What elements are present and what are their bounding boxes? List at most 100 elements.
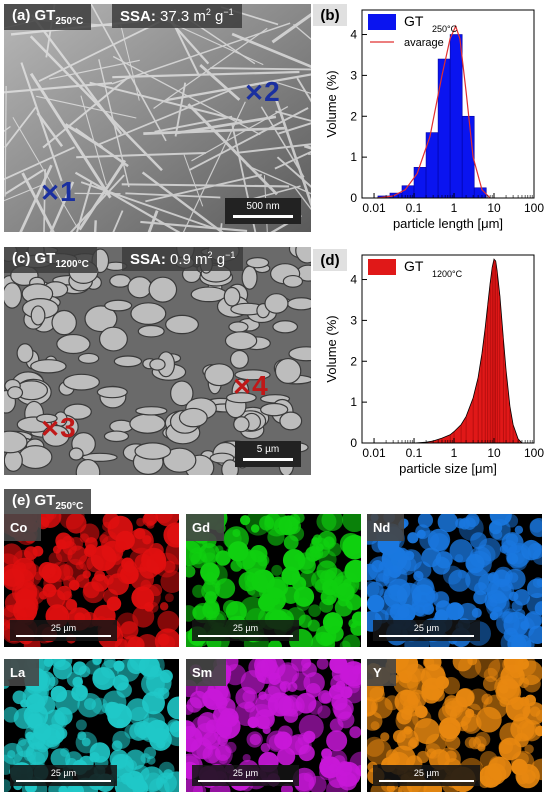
panel-c-letter: (c) (12, 250, 31, 267)
y-tick-label-3: 3 (350, 68, 357, 82)
panel-e-sample: GT (34, 492, 56, 509)
y-tick-label-4: 4 (350, 273, 357, 287)
marker-4: ✕4 (232, 370, 268, 401)
panel-a-ssa-exp: 2 (205, 7, 211, 17)
y-tick-label-2: 2 (350, 109, 357, 123)
x-tick-label-0: 0.01 (362, 446, 386, 460)
y-axis-label: Volume (%) (324, 70, 339, 137)
x-tick-label-1: 0.1 (406, 201, 423, 215)
y-tick-label-2: 2 (350, 354, 357, 368)
bar-5 (437, 58, 451, 199)
x-tick-label-4: 100 (524, 446, 544, 460)
marker-2: ✕2 (244, 76, 280, 107)
eds-element-label: La (4, 659, 40, 686)
x-axis-label: particle length [μm] (393, 216, 503, 231)
eds-scalebar: 25 µm (192, 765, 299, 786)
eds-scalebar: 25 µm (10, 765, 117, 786)
eds-map-gd: Gd 25 µm (186, 514, 361, 647)
panel-a-title: (a) GT250°C (4, 4, 92, 30)
x-tick-label-2: 1 (451, 201, 458, 215)
panel-letter: (b) (320, 7, 339, 24)
size-distribution (413, 258, 523, 444)
panel-c-ssa-unit-exp: −1 (225, 250, 236, 260)
panel-a-temp: 250°C (55, 16, 84, 27)
eds-element-label: Y (367, 659, 396, 686)
eds-texture (367, 514, 542, 647)
cross-icon: ✕ (40, 180, 61, 207)
x-axis-label: particle size [μm] (399, 461, 497, 476)
panel-a-ssa: SSA: 37.3 m2 g−1 (112, 4, 242, 28)
average-line (377, 24, 491, 199)
x-tick-label-2: 1 (451, 446, 458, 460)
panel-e-title: (e) GT250°C (4, 489, 92, 515)
panel-c-temp: 1200°C (55, 259, 89, 270)
x-tick-label-3: 10 (487, 201, 501, 215)
eds-map-y: Y 25 µm (367, 659, 542, 792)
y-tick-label-0: 0 (350, 436, 357, 450)
scalebar-c: 5 µm (235, 441, 301, 467)
eds-scalebar: 25 µm (373, 620, 480, 641)
eds-scalebar: 25 µm (10, 620, 117, 641)
y-axis-label: Volume (%) (324, 315, 339, 382)
eds-scalebar: 25 µm (192, 620, 299, 641)
panel-a-ssa-label: SSA: (120, 8, 156, 25)
eds-scalebar: 25 µm (373, 765, 480, 786)
panel-letter: (d) (320, 252, 339, 269)
eds-element-label: Co (4, 514, 42, 541)
bar-3 (413, 167, 427, 199)
legend-line-label: avarage (404, 37, 444, 49)
legend-label: GT (404, 13, 424, 29)
panel-a-ssa-value: 37.3 m (160, 8, 206, 25)
cross-icon: ✕ (244, 80, 265, 107)
bar-7 (461, 115, 475, 199)
y-tick-label-3: 3 (350, 313, 357, 327)
bar-1 (389, 192, 403, 199)
y-tick-label-1: 1 (350, 395, 357, 409)
marker-1: ✕1 (40, 176, 76, 207)
panel-a-letter: (a) (12, 7, 31, 24)
legend-swatch (368, 14, 396, 30)
sem-image-a: (a) GT250°C SSA: 37.3 m2 g−1 ✕1 ✕2 500 n… (4, 4, 311, 232)
y-tick-label-4: 4 (350, 28, 357, 42)
eds-element-label: Nd (367, 514, 405, 541)
eds-map-sm: Sm 25 µm (186, 659, 361, 792)
eds-map-la: La 25 µm (4, 659, 179, 792)
panel-letter-bg (313, 249, 347, 271)
marker-3: ✕3 (40, 412, 76, 443)
x-tick-label-1: 0.1 (406, 446, 423, 460)
panel-c-ssa-label: SSA: (130, 251, 166, 268)
x-tick-label-0: 0.01 (362, 201, 386, 215)
panel-c-ssa-exp: 2 (207, 250, 213, 260)
panel-c-sample: GT (34, 250, 56, 267)
panel-letter-bg (313, 4, 347, 26)
panel-c-ssa: SSA: 0.9 m2 g−1 (122, 247, 244, 271)
panel-e-letter: (e) (12, 492, 31, 509)
panel-c-ssa-unit: g (212, 251, 226, 268)
panel-c-ssa-value: 0.9 m (170, 251, 208, 268)
panel-a-ssa-unit-exp: −1 (223, 7, 234, 17)
legend-label: GT (404, 258, 424, 274)
legend-swatch (368, 259, 396, 275)
y-tick-label-1: 1 (350, 150, 357, 164)
x-tick-label-3: 10 (487, 446, 501, 460)
eds-element-label: Gd (186, 514, 225, 541)
y-tick-label-0: 0 (350, 191, 357, 205)
eds-map-co: Co 25 µm (4, 514, 179, 647)
panel-e-temp: 250°C (55, 501, 84, 512)
panel-c-title: (c) GT1200°C (4, 247, 97, 273)
legend-subscript: 250°C (432, 24, 458, 34)
cross-icon: ✕ (40, 416, 61, 443)
sem-texture-a (4, 4, 311, 232)
chart-b: 0.01 0.1 1 10 100 0 1 2 3 4 particle length [μm] Vo… (313, 4, 544, 231)
legend-subscript: 1200°C (432, 269, 463, 279)
eds-element-label: Sm (186, 659, 227, 686)
eds-map-nd: Nd 25 µm (367, 514, 542, 647)
scalebar-a: 500 nm (225, 198, 301, 224)
panel-a-ssa-unit: g (210, 8, 224, 25)
cross-icon: ✕ (232, 374, 253, 401)
bar-6 (449, 34, 463, 199)
chart-d: 0.01 0.1 1 10 100 0 1 2 3 4 particle size [μm] Volu… (313, 249, 544, 476)
panel-a-sample: GT (34, 7, 56, 24)
x-tick-label-4: 100 (524, 201, 544, 215)
sem-image-c: (c) GT1200°C SSA: 0.9 m2 g−1 ✕3 ✕4 5 µm (4, 247, 311, 475)
